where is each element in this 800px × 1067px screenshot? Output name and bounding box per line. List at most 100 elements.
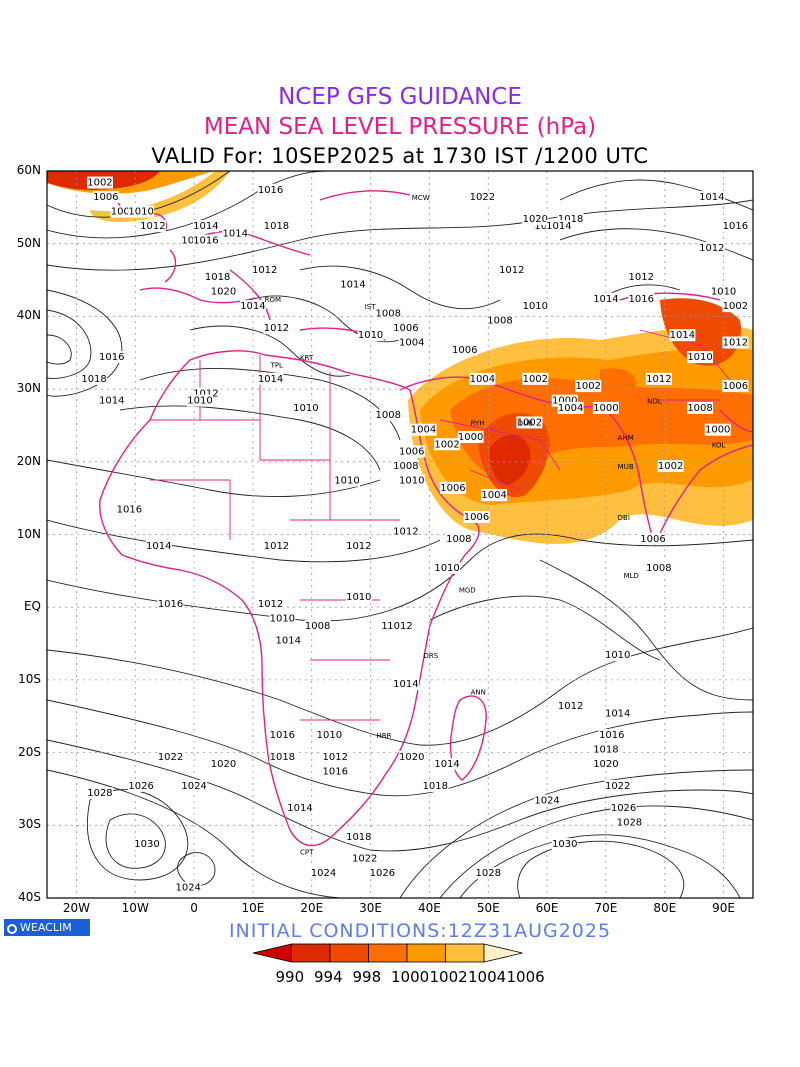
contour-label-bg xyxy=(439,481,466,494)
contour-label-bg xyxy=(704,423,731,436)
lat-label: 10S xyxy=(18,671,41,686)
lat-label: 10N xyxy=(16,526,41,541)
contour-label: 1008 xyxy=(305,621,330,632)
contour-label: 1016 xyxy=(323,766,348,777)
contour-label: 1012 xyxy=(264,541,289,552)
contour-label: 1010 xyxy=(187,396,212,407)
contour-label-bg xyxy=(339,278,366,291)
contour-label-bg xyxy=(710,285,737,298)
contour-label-bg xyxy=(687,401,714,414)
colorbar xyxy=(252,943,523,963)
city-label: ANN xyxy=(471,688,486,696)
contour-label: 1000 xyxy=(552,396,577,407)
contour-label: 1012 xyxy=(346,541,371,552)
contour-label: 1010 xyxy=(434,563,459,574)
lon-label: 30E xyxy=(359,901,382,915)
contour-label-bg xyxy=(722,300,749,313)
map-frame xyxy=(46,170,754,899)
contour-label: 1014 xyxy=(546,221,571,232)
contour-label-bg xyxy=(269,750,296,763)
contour-label: 1012 xyxy=(258,599,283,610)
contour-label: 1022 xyxy=(605,781,630,792)
contour-label: 1018 xyxy=(558,214,583,225)
contour-label: 1012 xyxy=(558,701,583,712)
colorbar-swatch xyxy=(406,943,446,963)
lat-label: 40N xyxy=(16,308,41,323)
contour-label-bg xyxy=(722,380,749,393)
contour-label-bg xyxy=(522,300,549,313)
contour-label-bg xyxy=(157,598,184,611)
lat-label: 20S xyxy=(18,744,41,759)
contour-label-bg xyxy=(669,329,696,342)
contour-label: 1014 xyxy=(670,330,695,341)
lon-label: 70E xyxy=(594,901,618,915)
shade-north-1006 xyxy=(47,171,215,194)
contour-label: 1004 xyxy=(558,403,583,414)
lon-label: 20E xyxy=(300,901,324,915)
contour-label-bg xyxy=(345,830,372,843)
contour-label-bg xyxy=(186,394,213,407)
contour-label-bg xyxy=(292,401,319,414)
logo-text: WEACLIM xyxy=(20,921,72,934)
contour-label-bg xyxy=(157,750,184,763)
contour-label: 1002 xyxy=(658,461,683,472)
contour-label: 1002 xyxy=(517,417,542,428)
contour-label-bg xyxy=(722,220,749,233)
contour-label: 1016 xyxy=(193,236,218,247)
contour-label-bg xyxy=(687,351,714,364)
contour-label: 1018 xyxy=(205,272,230,283)
contour-label-bg xyxy=(239,300,266,313)
contour-labels: 1002100610081010101210141016101610161014… xyxy=(81,176,749,894)
colorbar-label: 1004 xyxy=(468,968,507,986)
city-labels: MCW KRT TPL MGD DRS ANN HRR CPT MLD DBI KOL NDL AHM M… xyxy=(265,194,726,856)
contour-label: 1014 xyxy=(605,708,630,719)
contour-label-bg xyxy=(257,372,284,385)
contour-label: 1012 xyxy=(193,388,218,399)
contour-label-bg xyxy=(534,794,561,807)
city-label: IST xyxy=(365,303,377,311)
contour-label-bg xyxy=(369,867,396,880)
contour-label-bg xyxy=(316,729,343,742)
contour-label: 1006 xyxy=(452,345,477,356)
contour-label: 1022 xyxy=(158,752,183,763)
lat-label: 30S xyxy=(18,817,41,832)
contour-label: 1016 xyxy=(628,294,653,305)
colorbar-arrow-low xyxy=(252,943,292,963)
contour-label: 1000 xyxy=(593,403,618,414)
contour-label: 1014 xyxy=(434,759,459,770)
contour-label: 1024 xyxy=(181,781,206,792)
contour-label: 1014 xyxy=(340,279,365,290)
contour-label: 1016 xyxy=(99,352,124,363)
globe-icon xyxy=(7,924,17,934)
contour-label-bg xyxy=(81,372,108,385)
contour-label-bg xyxy=(86,787,113,800)
contour-label-bg xyxy=(269,729,296,742)
contour-label: 1014 xyxy=(287,803,312,814)
contour-label-bg xyxy=(628,271,655,284)
contour-label: 1004 xyxy=(411,425,436,436)
contour-label-bg xyxy=(145,540,172,553)
contour-label: 1016 xyxy=(599,730,624,741)
city-label: NDL xyxy=(647,398,662,406)
contour-label-bg xyxy=(434,438,461,451)
contour-label-bg xyxy=(345,540,372,553)
contour-label: 1030 xyxy=(552,839,577,850)
city-label: TPL xyxy=(270,361,283,369)
contour-label: 1018 xyxy=(346,832,371,843)
city-label: HRR xyxy=(376,732,391,740)
contour-label: 1012 xyxy=(723,337,748,348)
contour-label: 1006 xyxy=(640,534,665,545)
contour-label-bg xyxy=(592,743,619,756)
contour-label-bg xyxy=(604,707,631,720)
contour-label-bg xyxy=(592,758,619,771)
contour-label: 1010 xyxy=(346,592,371,603)
contour-label: 1012 xyxy=(699,243,724,254)
weaclim-logo: WEACLIM xyxy=(4,919,90,936)
contour-label-bg xyxy=(545,220,572,233)
city-label: ROM xyxy=(265,296,281,304)
contour-label-bg xyxy=(92,191,119,204)
contour-label: 1010 xyxy=(334,476,359,487)
contour-label-bg xyxy=(322,765,349,778)
contour-label: 1026 xyxy=(128,781,153,792)
